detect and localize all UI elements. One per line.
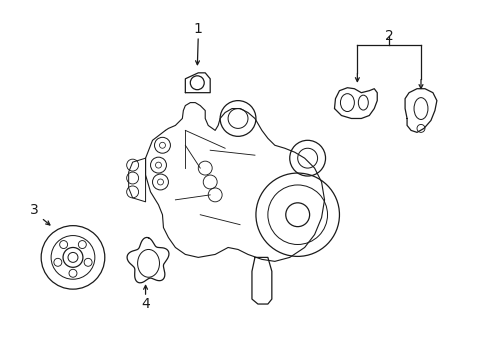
Text: 1: 1 [193, 22, 203, 36]
Text: 2: 2 [384, 29, 393, 43]
Text: 4: 4 [141, 297, 150, 311]
Text: 3: 3 [30, 203, 39, 217]
